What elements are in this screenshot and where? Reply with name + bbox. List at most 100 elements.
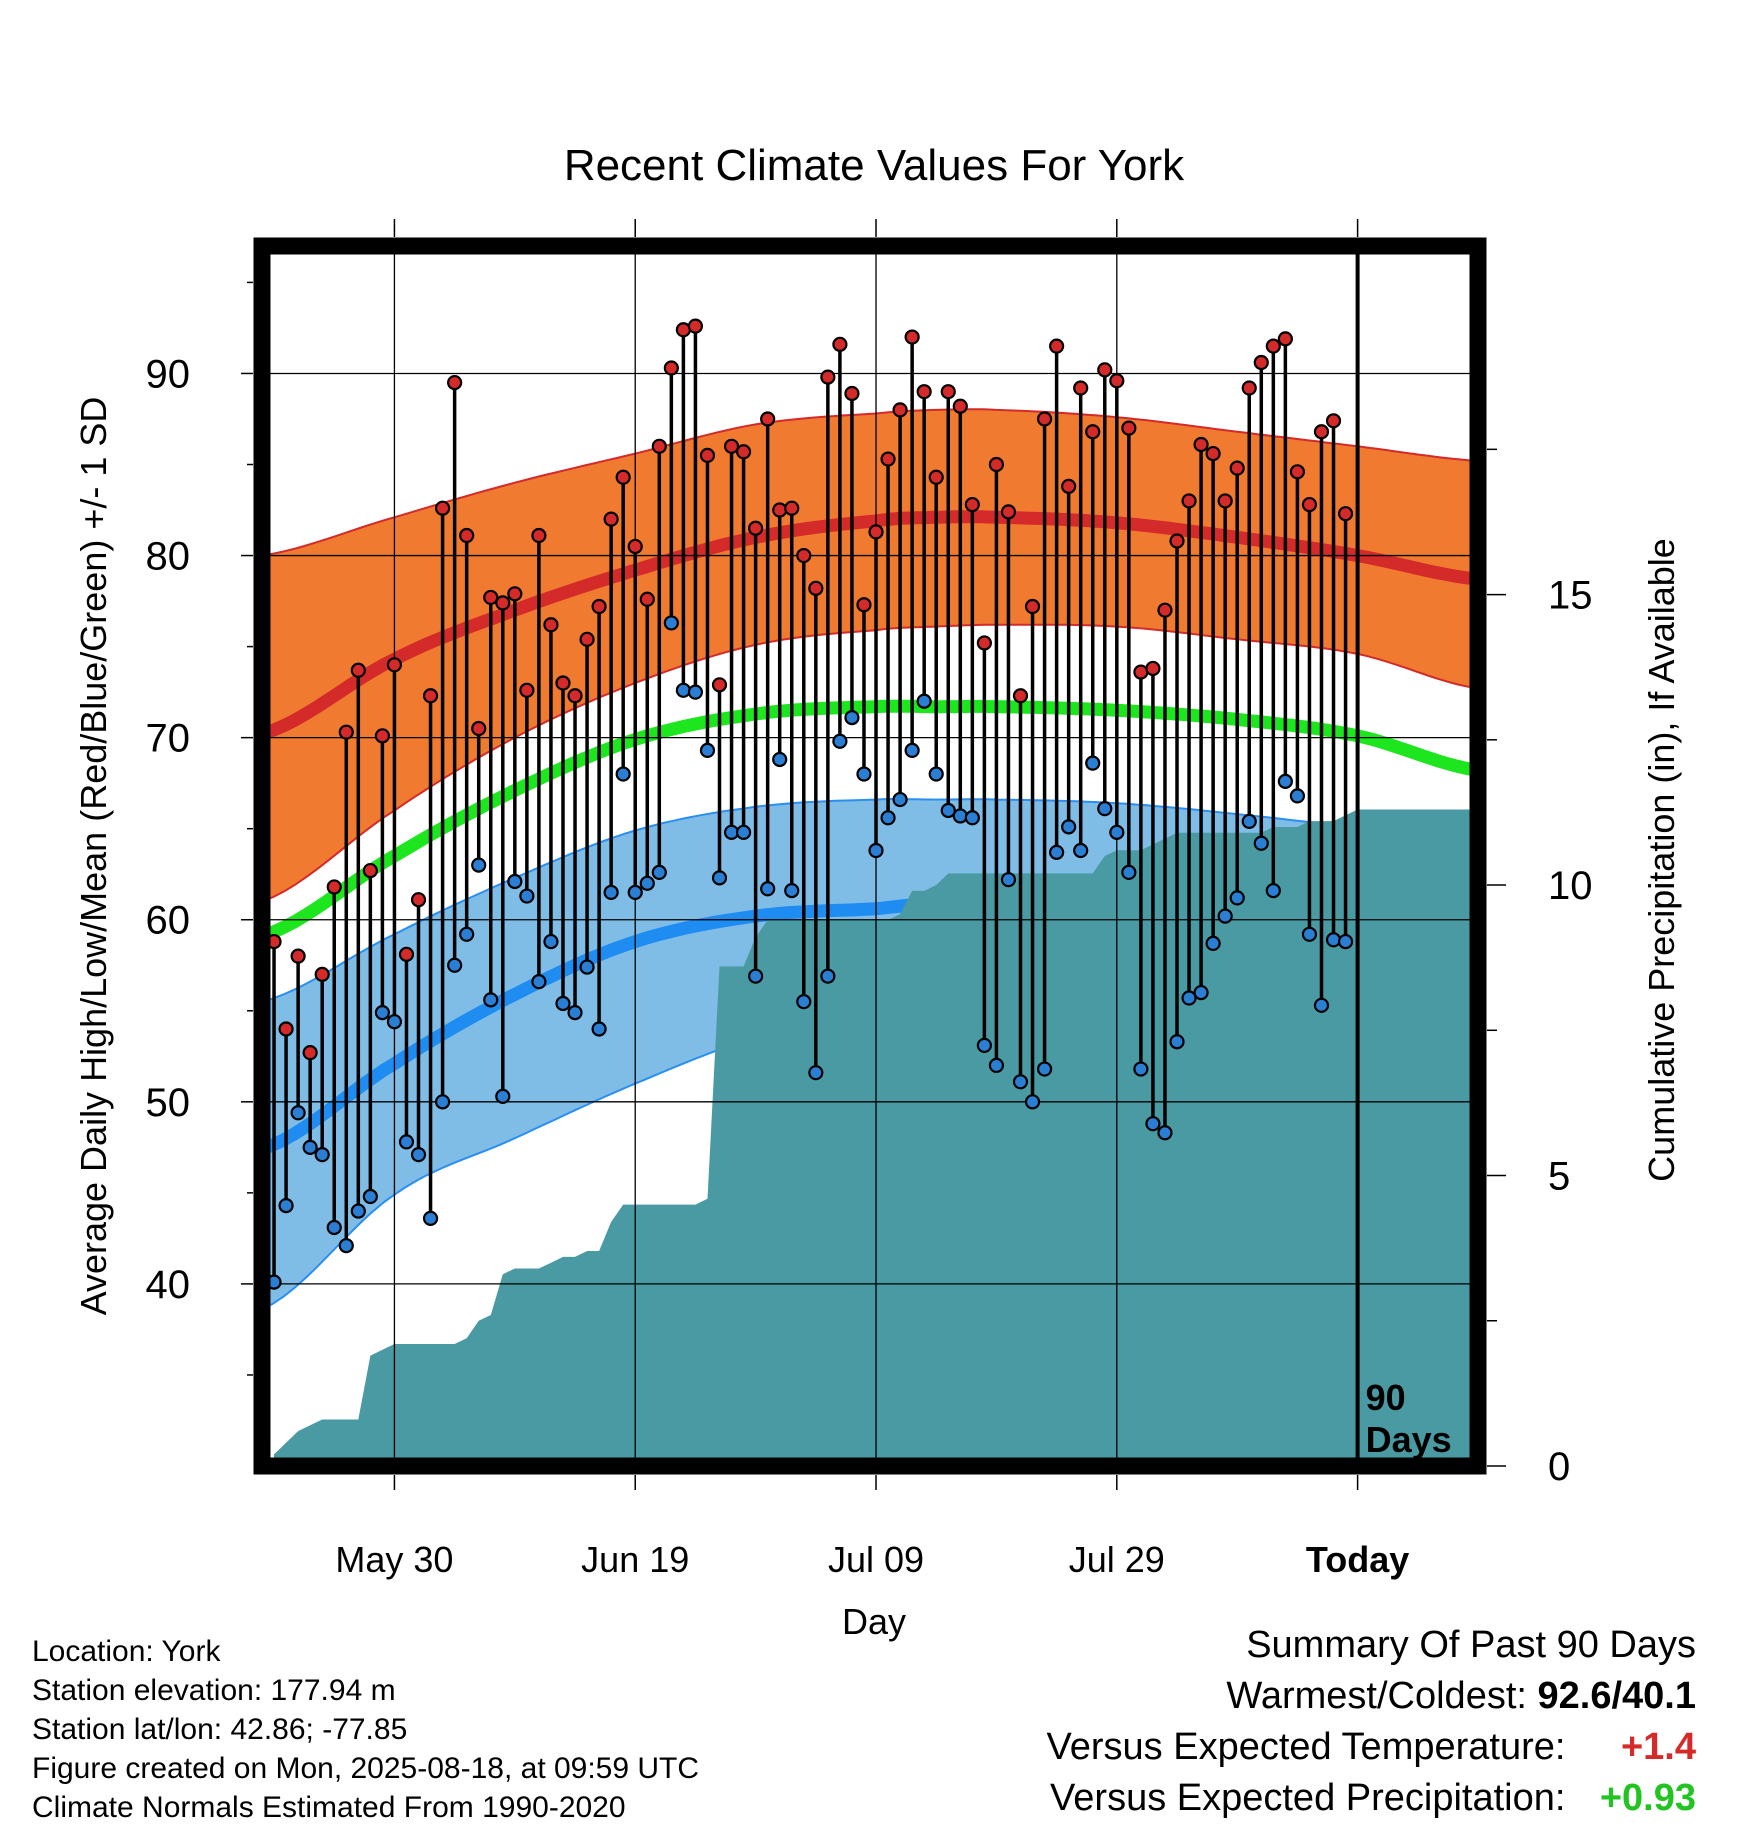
- high-point: [1145, 660, 1161, 677]
- high-point: [290, 948, 306, 964]
- high-point: [952, 398, 968, 414]
- high-point: [748, 520, 764, 536]
- high-point: [422, 688, 439, 704]
- high-point: [627, 538, 643, 555]
- low-point: [880, 810, 896, 826]
- high-point: [1313, 424, 1330, 440]
- low-point: [1157, 1125, 1173, 1141]
- high-point: [302, 1045, 318, 1061]
- low-point: [760, 881, 776, 897]
- low-point: [398, 1134, 415, 1150]
- high-point: [892, 402, 908, 418]
- y2-tick-label: 10: [1548, 864, 1593, 908]
- low-point: [1121, 864, 1137, 880]
- high-point: [603, 511, 619, 527]
- high-point: [386, 657, 403, 673]
- high-point: [398, 946, 415, 962]
- high-point: [639, 591, 655, 607]
- high-point: [543, 617, 559, 633]
- high-point: [1036, 411, 1053, 427]
- high-point: [808, 580, 824, 596]
- low-point: [796, 994, 812, 1010]
- high-point: [615, 469, 631, 485]
- low-point: [808, 1065, 824, 1081]
- low-point: [615, 766, 631, 782]
- low-point: [832, 733, 848, 749]
- y-tick-label: 70: [146, 717, 191, 761]
- high-point: [663, 360, 679, 376]
- high-point: [796, 547, 812, 564]
- high-point: [711, 677, 728, 693]
- high-point: [434, 500, 451, 516]
- low-point: [1265, 882, 1281, 899]
- warm-cold-label: Warmest/Coldest:: [1226, 1675, 1527, 1717]
- low-point: [302, 1139, 318, 1155]
- high-point: [940, 384, 956, 400]
- high-point: [699, 447, 716, 464]
- y2-axis-label: Cumulative Precipitation (in), If Availa…: [1641, 538, 1682, 1182]
- y-tick-label: 40: [146, 1263, 191, 1307]
- low-point: [1325, 932, 1342, 948]
- high-point: [928, 469, 944, 485]
- low-point: [627, 884, 643, 901]
- low-point: [784, 882, 800, 899]
- high-point: [651, 438, 667, 454]
- high-point: [1073, 380, 1089, 396]
- low-point: [350, 1203, 366, 1219]
- high-point: [772, 502, 788, 518]
- high-point: [687, 318, 704, 334]
- temp-anomaly-value: +1.4: [1620, 1726, 1696, 1768]
- high-point: [1012, 688, 1029, 704]
- low-point: [290, 1105, 306, 1121]
- low-point: [1289, 788, 1306, 804]
- low-point: [1193, 984, 1209, 1001]
- high-point: [1265, 338, 1281, 354]
- low-point: [1241, 813, 1257, 830]
- x-axis-label: Day: [842, 1601, 906, 1642]
- high-point: [1193, 436, 1209, 453]
- summary-title: Summary Of Past 90 Days: [1246, 1624, 1696, 1666]
- low-point: [471, 857, 487, 873]
- low-point: [892, 791, 908, 808]
- y-tick-label: 90: [146, 352, 191, 396]
- y-tick-label: 60: [146, 899, 191, 943]
- low-point: [434, 1094, 451, 1110]
- high-point: [350, 662, 366, 678]
- high-point: [1289, 464, 1306, 480]
- low-point: [1169, 1034, 1185, 1050]
- high-point: [844, 385, 860, 402]
- low-point: [1061, 819, 1077, 835]
- low-point: [675, 682, 691, 698]
- high-point: [1024, 598, 1041, 615]
- high-normal-line: [259, 510, 1479, 741]
- y2-tick-label: 5: [1548, 1155, 1570, 1199]
- low-point: [916, 693, 932, 709]
- low-point: [1229, 890, 1245, 906]
- high-point: [495, 595, 511, 611]
- low-point: [1337, 933, 1354, 950]
- y-axis-label: Average Daily High/Low/Mean (Red/Blue/Gr…: [73, 397, 114, 1316]
- x-tick-label: Jul 09: [828, 1539, 924, 1580]
- high-point: [832, 336, 848, 352]
- station-info: Location: York Station elevation: 177.94…: [32, 1632, 699, 1827]
- low-point: [964, 810, 980, 826]
- high-lower-line: [261, 623, 1479, 903]
- low-point: [976, 1037, 992, 1053]
- high-point: [591, 598, 607, 615]
- y-tick-label: 50: [146, 1081, 191, 1125]
- high-point: [784, 500, 800, 516]
- high-point: [1109, 373, 1125, 389]
- high-point: [723, 438, 740, 454]
- low-point: [579, 959, 595, 975]
- high-point: [976, 635, 992, 651]
- high-point: [338, 724, 354, 740]
- high-point: [1061, 478, 1077, 494]
- low-point: [495, 1088, 511, 1104]
- high-point: [1085, 424, 1101, 440]
- low-point: [567, 1004, 583, 1021]
- low-point: [459, 926, 475, 942]
- low-point: [868, 842, 884, 859]
- today-label-number: 90: [1366, 1377, 1406, 1418]
- low-point: [952, 808, 968, 824]
